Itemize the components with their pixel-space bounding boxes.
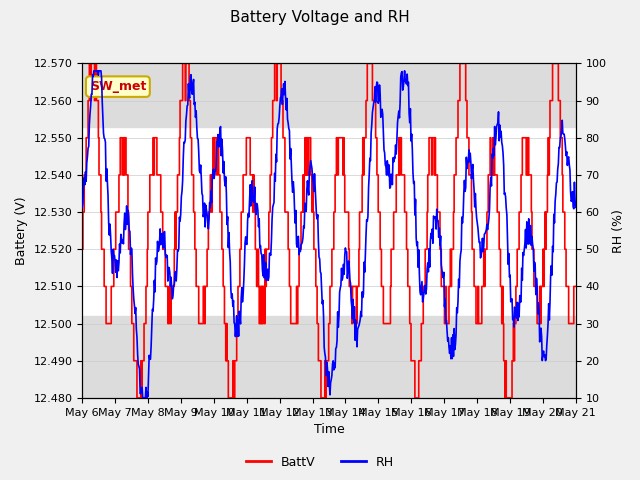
Text: Battery Voltage and RH: Battery Voltage and RH bbox=[230, 10, 410, 24]
Bar bbox=[83, 316, 576, 398]
Text: SW_met: SW_met bbox=[90, 80, 146, 93]
X-axis label: Time: Time bbox=[314, 423, 344, 436]
Y-axis label: Battery (V): Battery (V) bbox=[15, 196, 28, 265]
Bar bbox=[83, 63, 576, 127]
Y-axis label: RH (%): RH (%) bbox=[612, 209, 625, 252]
Legend: BattV, RH: BattV, RH bbox=[241, 451, 399, 474]
